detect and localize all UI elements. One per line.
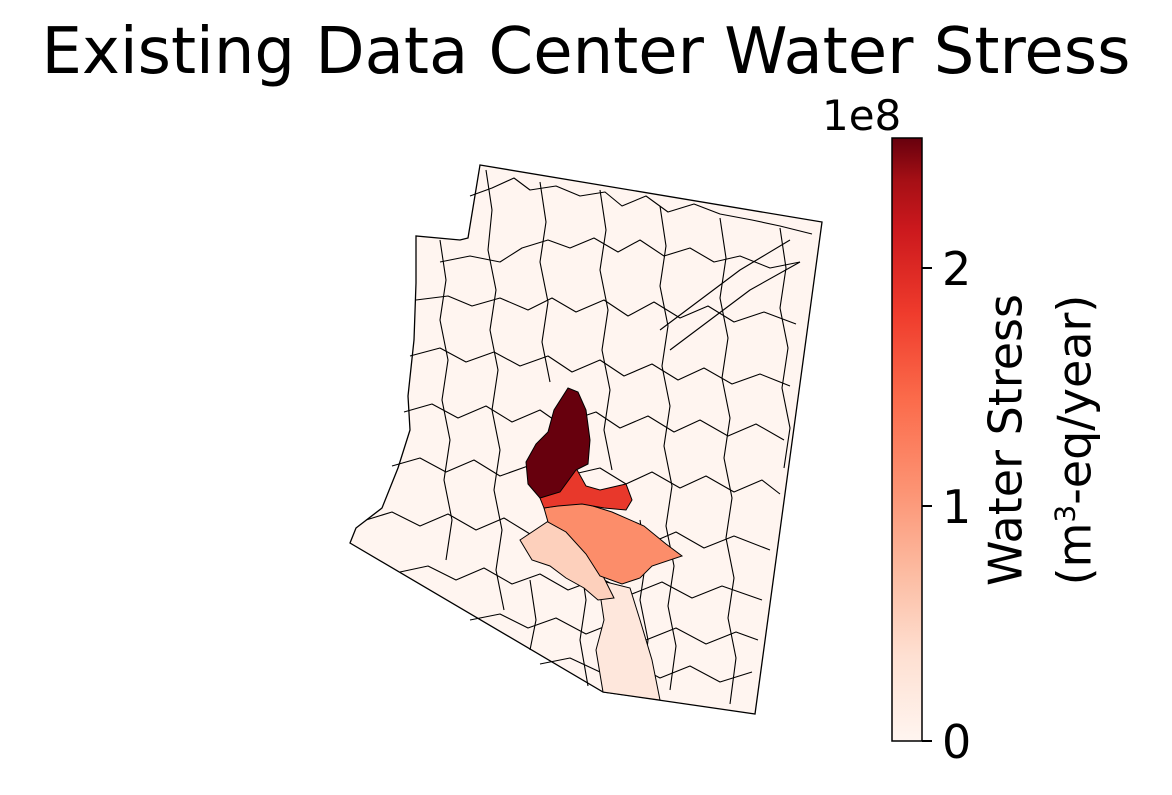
watershed-highest (525, 387, 591, 499)
watershed-high (539, 467, 633, 511)
colorbar-label-line2: (m3-eq/year) (1047, 294, 1102, 586)
watershed-lightest (595, 579, 661, 701)
colorbar (891, 137, 923, 742)
colorbar-tick-label: 0 (942, 715, 972, 769)
watershed-medium (543, 501, 684, 585)
colorbar-tick-label: 1 (942, 480, 972, 534)
map-title: Existing Data Center Water Stress (41, 15, 1131, 89)
colorbar-label-line1: Water Stress (978, 294, 1033, 586)
colorbar-exponent-label: 1e8 (822, 91, 902, 140)
colorbar-ticks (922, 267, 932, 742)
colorbar-tick-label: 2 (942, 242, 972, 296)
